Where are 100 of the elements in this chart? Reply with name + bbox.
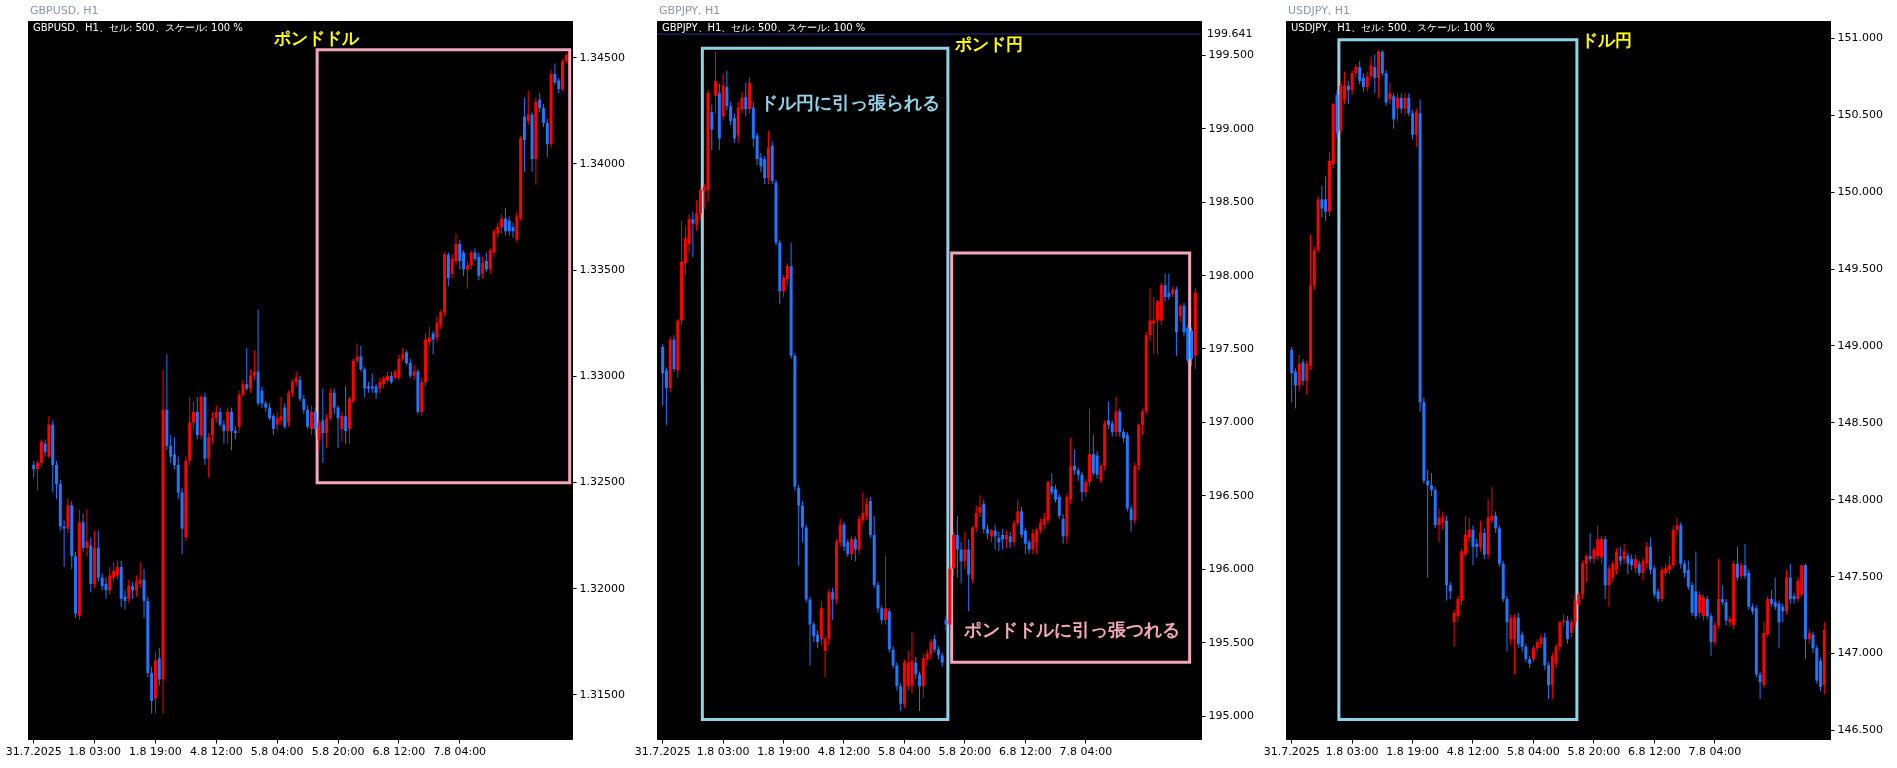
x-tick-label: 4.8 12:00 [817,744,871,758]
candlestick [1539,633,1543,649]
candlestick [226,407,230,445]
candlestick [191,400,195,430]
text: ポンド円 [953,34,1023,54]
candlestick [541,103,545,128]
candlestick [1724,598,1728,626]
y-tick-label: 149.000 [1837,338,1883,352]
candlestick [1140,408,1144,436]
y-tick-label: 1.32500 [579,475,625,489]
candlestick [446,252,450,288]
chart-subtitle: GBPUSD、H1、セル: 500、スケール: 100 % [33,22,243,33]
x-tick-label: 1.8 19:00 [129,744,182,758]
candlestick [691,211,695,258]
x-tick-label: 7.8 04:00 [1688,744,1742,758]
candlestick [1297,354,1301,393]
candlestick [1320,185,1324,219]
candlestick [1429,472,1433,497]
candlestick [245,347,249,392]
candlestick [1698,590,1702,619]
candlestick [545,118,549,158]
annotation: ドル円に引っ張られる [759,91,940,113]
candlestick [1622,543,1626,565]
x-tick-label: 1.8 03:00 [68,744,121,758]
y-tick-label: 1.31500 [579,687,625,701]
candlestick [744,82,748,117]
candlestick [1788,563,1792,605]
candlestick [710,104,714,151]
x-tick-label: 6.8 12:00 [998,744,1052,758]
candlestick [1290,346,1294,403]
candlestick [127,579,131,604]
x-tick-label: 5.8 20:00 [311,744,365,758]
candlestick [1479,520,1483,552]
candlestick [207,432,211,479]
candlestick [412,364,416,381]
ref-line-label: 199.641 [1207,27,1253,41]
candlestick [695,199,699,232]
candlestick [500,213,504,234]
y-tick-label: 148.000 [1837,492,1883,506]
candlestick [1031,528,1035,555]
candlestick [340,411,344,443]
candlestick [714,51,718,114]
x-tick-label: 4.8 12:00 [1446,744,1500,758]
x-tick-label: 1.8 19:00 [757,744,810,758]
candlestick [435,315,439,343]
candlestick [138,562,142,589]
candlestick [1437,507,1441,543]
candlestick [431,330,435,356]
y-tick-label: 150.000 [1837,185,1883,199]
candlestick [1599,535,1603,565]
text: GBPJPY, H1 [659,4,721,17]
y-tick-label: 1.33000 [579,369,625,383]
candlestick [283,402,287,430]
candlestick [1163,273,1167,302]
candlestick [1395,92,1399,122]
candlestick [1072,449,1076,476]
text: GBPUSD, H1 [30,4,99,17]
candlestick [1373,54,1377,94]
x-tick-label: 1.8 03:00 [696,744,750,758]
candlestick [838,518,842,548]
candlestick [538,92,542,113]
candlestick [195,396,199,440]
candlestick [115,560,119,581]
y-tick-label: 147.000 [1837,646,1883,660]
candlestick [1035,527,1039,555]
candlestick [1091,434,1095,477]
candlestick [511,222,515,239]
x-tick-label: 5.8 20:00 [1567,744,1621,758]
candlestick [1358,60,1362,85]
candlestick [1509,613,1513,646]
candlestick [1399,92,1403,114]
candlestick [108,566,112,596]
x-tick-label: 7.8 04:00 [1059,744,1113,758]
x-tick-label: 31.7.2025 [1263,744,1320,758]
candlestick [1106,400,1110,430]
candlestick [1482,527,1486,560]
candlestick [1584,554,1588,583]
x-tick-label: 7.8 04:00 [433,744,487,758]
y-tick-label: 197.000 [1208,415,1254,429]
candlestick [1615,547,1619,575]
y-tick-label: 1.33500 [579,263,625,277]
candlestick [309,404,313,436]
candlestick [1626,552,1630,575]
y-tick-label: 198.000 [1208,268,1254,282]
chart-title: ポンドドル [272,28,360,48]
candlestick [1471,524,1475,566]
candlestick [465,260,469,290]
candlestick [39,438,43,468]
candlestick [477,252,481,281]
candlestick [1407,92,1411,117]
candlestick [211,411,214,445]
candlestick [526,90,530,126]
y-tick-label: 150.500 [1837,108,1883,122]
candlestick [408,358,412,379]
x-tick-label: 6.8 12:00 [372,744,426,758]
candlestick [306,404,310,430]
candlestick [1388,82,1392,105]
candlestick [1735,546,1739,582]
candlestick [507,215,511,237]
candlestick [698,187,702,220]
